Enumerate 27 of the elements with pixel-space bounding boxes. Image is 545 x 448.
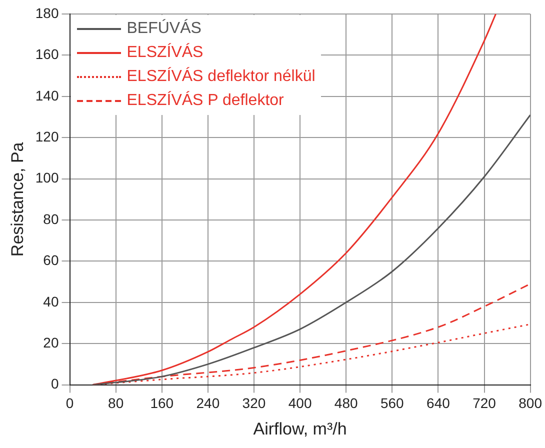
y-tick-label: 0 [50, 376, 59, 392]
x-tick-label: 400 [288, 395, 312, 412]
legend-label: BEFÚVÁS [126, 18, 202, 39]
y-tick-label: 180 [35, 4, 59, 21]
x-tick-label: 800 [518, 395, 542, 412]
x-tick-label: 640 [426, 395, 450, 412]
x-tick-label: 240 [196, 395, 220, 412]
x-tick-label: 720 [472, 395, 496, 412]
x-tick-label: 320 [242, 395, 266, 412]
y-tick-label: 40 [43, 293, 59, 310]
y-tick-label: 140 [35, 87, 59, 104]
x-axis-title: Airflow, m³/h [253, 419, 347, 438]
x-tick-label: 80 [108, 395, 124, 412]
legend-label: ELSZÍVÁS P deflektor [126, 90, 284, 111]
legend-label: ELSZÍVÁS [126, 42, 204, 63]
y-tick-label: 20 [43, 334, 59, 350]
x-tick-label: 480 [334, 395, 358, 412]
x-tick-label: 0 [66, 395, 74, 412]
y-tick-label: 80 [43, 210, 59, 227]
y-tick-label: 100 [35, 170, 59, 186]
y-tick-label: 160 [35, 46, 59, 62]
legend-label: ELSZÍVÁS deflektor nélkül [126, 66, 316, 87]
x-tick-label: 160 [150, 395, 174, 412]
y-tick-label: 120 [35, 128, 59, 144]
x-tick-label: 560 [380, 395, 404, 412]
y-tick-label: 60 [43, 252, 59, 268]
y-axis-title: Resistance, Pa [8, 142, 27, 257]
